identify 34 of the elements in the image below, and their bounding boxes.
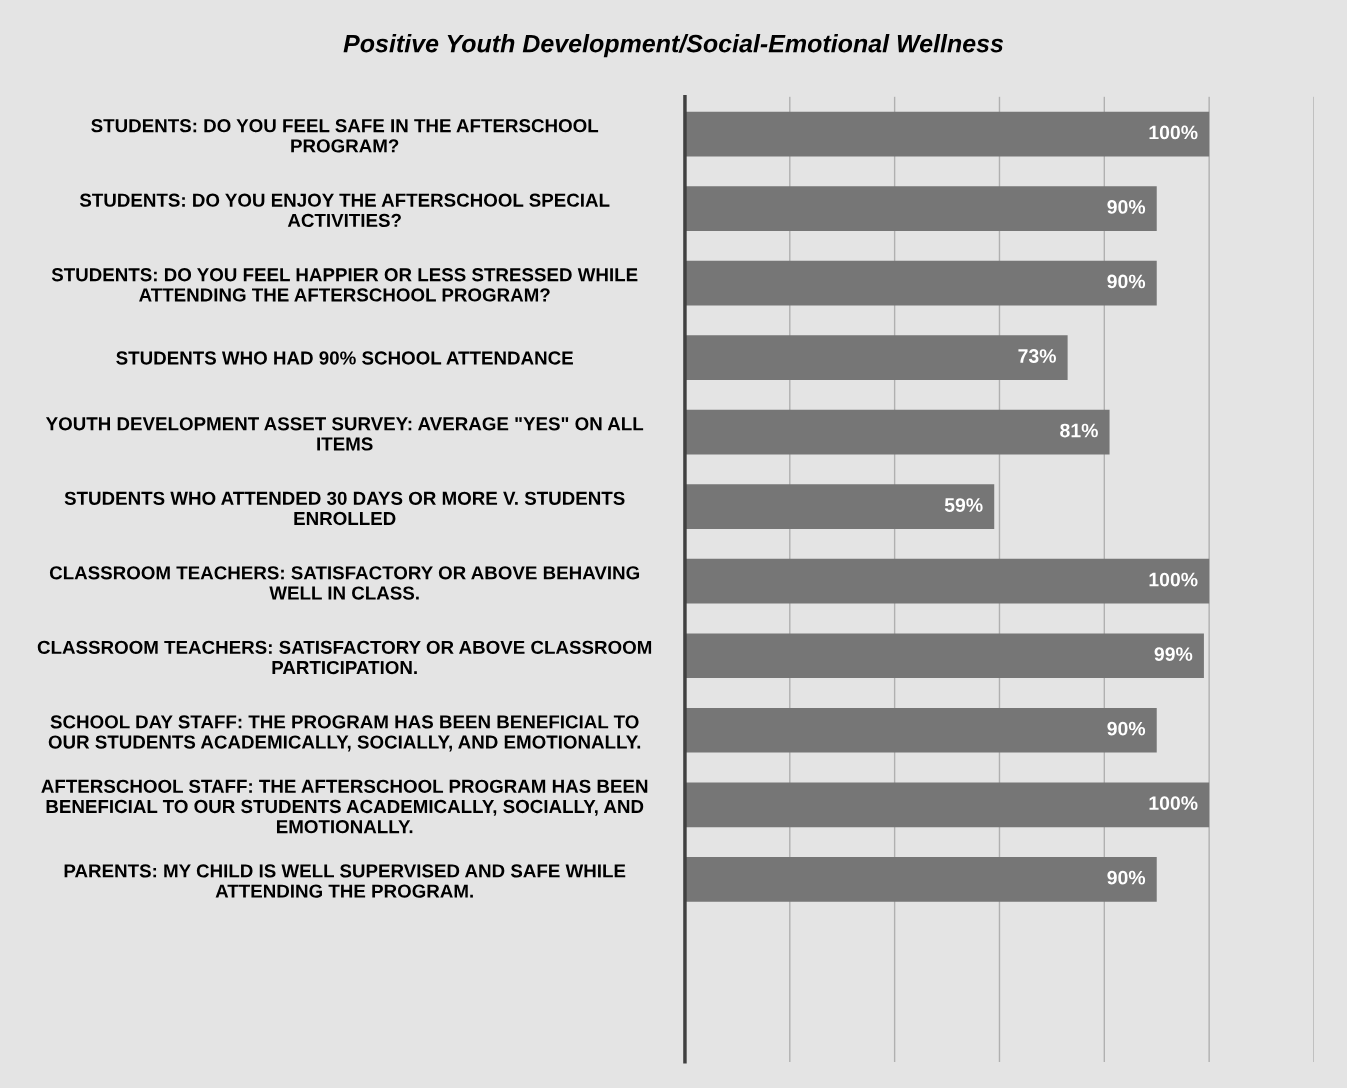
bar xyxy=(684,484,995,530)
bar xyxy=(684,782,1210,828)
bar xyxy=(684,409,1110,455)
y-tick-label: STUDENTS: DO YOU FEEL HAPPIER OR LESS STRESSED WHILE ATTENDING THE AFTERSCHOOL PROGRAM? xyxy=(51,268,638,302)
bar xyxy=(684,335,1068,381)
data-label: 90% xyxy=(1107,200,1146,214)
data-label: 90% xyxy=(1107,274,1146,289)
data-label: 100% xyxy=(1149,796,1198,811)
bar xyxy=(684,111,1210,157)
y-tick-label: STUDENTS WHO HAD 90% SCHOOL ATTENDANCE xyxy=(116,351,573,365)
y-tick-label: CLASSROOM TEACHERS: SATISFACTORY OR ABOVE BEHAVING WELL IN CLASS. xyxy=(49,566,640,600)
data-label: 73% xyxy=(1018,349,1056,363)
y-tick-label: AFTERSCHOOL STAFF: THE AFTERSCHOOL PROGRAM HAS BEEN BENEFICIAL TO OUR STUDENTS ACADEMICALLY, SOCIALLY, AND EMOTIONALLY. xyxy=(41,779,648,834)
y-tick-label: YOUTH DEVELOPMENT ASSET SURVEY: AVERAGE "YES" ON ALL ITEMS xyxy=(45,417,644,451)
y-tick-label: PARENTS: MY CHILD IS WELL SUPERVISED AND SAFE WHILE ATTENDING THE PROGRAM. xyxy=(64,864,626,898)
data-label: 100% xyxy=(1149,125,1198,140)
bar xyxy=(684,856,1157,902)
bar xyxy=(684,558,1210,604)
data-label: 90% xyxy=(1107,721,1146,736)
bar xyxy=(684,186,1157,231)
y-tick-label: STUDENTS WHO ATTENDED 30 DAYS OR MORE V. STUDENTS ENROLLED xyxy=(64,491,625,526)
data-label: 81% xyxy=(1060,423,1098,438)
y-tick-label: SCHOOL DAY STAFF: THE PROGRAM HAS BEEN BENEFICIAL TO OUR STUDENTS ACADEMICALLY, SOCIALLY, AND EMOTIONALLY. xyxy=(48,715,641,752)
data-label: 99% xyxy=(1154,647,1193,661)
data-label: 59% xyxy=(944,498,983,512)
y-tick-label: CLASSROOM TEACHERS: SATISFACTORY OR ABOVE CLASSROOM PARTICIPATION. xyxy=(37,640,652,675)
bar xyxy=(684,260,1157,306)
data-label: 100% xyxy=(1149,572,1198,587)
bar xyxy=(684,633,1204,679)
y-tick-label: STUDENTS: DO YOU ENJOY THE AFTERSCHOOL SPECIAL ACTIVITIES? xyxy=(79,193,610,228)
chart-title: Positive Youth Development/Social-Emotional Wellness xyxy=(343,34,1004,58)
bar xyxy=(684,707,1157,753)
y-tick-label: STUDENTS: DO YOU FEEL SAFE IN THE AFTERSCHOOL PROGRAM? xyxy=(91,119,599,153)
data-label: 90% xyxy=(1107,870,1146,885)
